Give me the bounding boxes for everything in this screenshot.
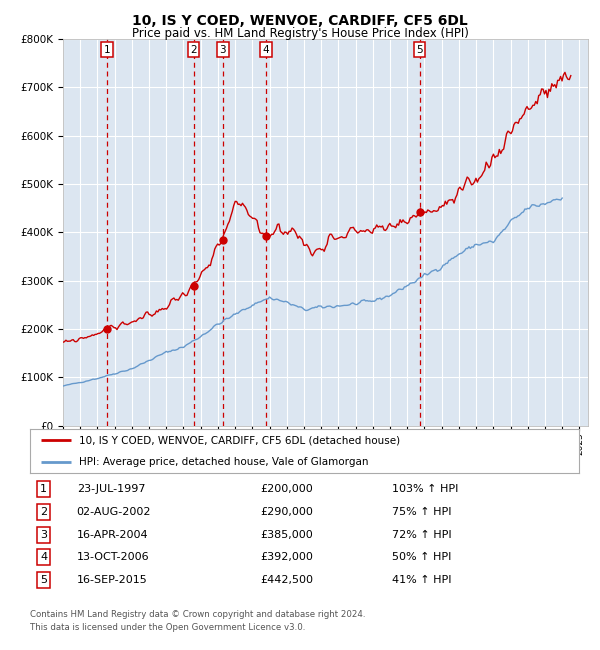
Text: 3: 3 (220, 45, 226, 55)
Text: £392,000: £392,000 (260, 552, 313, 562)
Text: 16-APR-2004: 16-APR-2004 (77, 530, 148, 540)
Text: £200,000: £200,000 (260, 484, 313, 494)
Text: 1: 1 (40, 484, 47, 494)
Text: Contains HM Land Registry data © Crown copyright and database right 2024.: Contains HM Land Registry data © Crown c… (30, 610, 365, 619)
Text: £385,000: £385,000 (260, 530, 313, 540)
Text: 75% ↑ HPI: 75% ↑ HPI (392, 507, 452, 517)
Text: 5: 5 (416, 45, 423, 55)
Text: £290,000: £290,000 (260, 507, 313, 517)
Text: £442,500: £442,500 (260, 575, 314, 585)
Text: 103% ↑ HPI: 103% ↑ HPI (392, 484, 459, 494)
Text: 16-SEP-2015: 16-SEP-2015 (77, 575, 148, 585)
Text: 10, IS Y COED, WENVOE, CARDIFF, CF5 6DL (detached house): 10, IS Y COED, WENVOE, CARDIFF, CF5 6DL … (79, 435, 401, 445)
Text: 2: 2 (190, 45, 197, 55)
Text: HPI: Average price, detached house, Vale of Glamorgan: HPI: Average price, detached house, Vale… (79, 457, 369, 467)
Text: This data is licensed under the Open Government Licence v3.0.: This data is licensed under the Open Gov… (30, 623, 305, 632)
Text: Price paid vs. HM Land Registry's House Price Index (HPI): Price paid vs. HM Land Registry's House … (131, 27, 469, 40)
Text: 3: 3 (40, 530, 47, 540)
Text: 4: 4 (40, 552, 47, 562)
Text: 50% ↑ HPI: 50% ↑ HPI (392, 552, 452, 562)
Text: 23-JUL-1997: 23-JUL-1997 (77, 484, 145, 494)
Text: 13-OCT-2006: 13-OCT-2006 (77, 552, 149, 562)
Text: 4: 4 (263, 45, 269, 55)
Text: 1: 1 (104, 45, 110, 55)
Text: 10, IS Y COED, WENVOE, CARDIFF, CF5 6DL: 10, IS Y COED, WENVOE, CARDIFF, CF5 6DL (132, 14, 468, 29)
Text: 41% ↑ HPI: 41% ↑ HPI (392, 575, 452, 585)
Text: 2: 2 (40, 507, 47, 517)
Text: 02-AUG-2002: 02-AUG-2002 (77, 507, 151, 517)
Text: 72% ↑ HPI: 72% ↑ HPI (392, 530, 452, 540)
Text: 5: 5 (40, 575, 47, 585)
